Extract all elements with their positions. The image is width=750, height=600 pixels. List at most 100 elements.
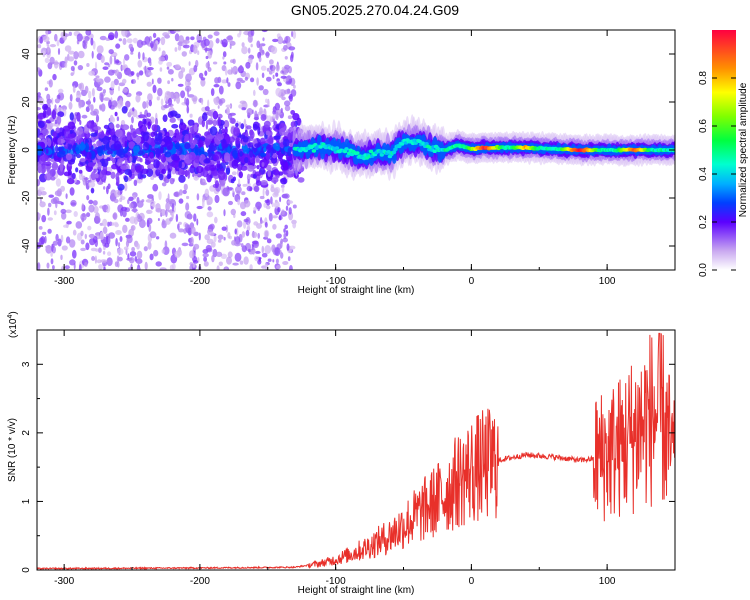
spectrogram-band-blob [238, 171, 243, 179]
spectrogram-band-blob [101, 169, 107, 175]
spectrogram-noise-blob [269, 65, 273, 69]
spectrogram-noise-blob [70, 199, 77, 207]
spectrogram-noise-blob [145, 199, 152, 203]
spectrogram-noise-blob [38, 213, 41, 218]
snr-y-axis: 0 1 2 3 [21, 361, 675, 573]
spectrogram-noise-blob [207, 34, 213, 39]
spectrogram-noise-blob [117, 85, 121, 92]
spectrogram-noise-blob [81, 203, 85, 211]
spectrogram-noise-blob [184, 223, 189, 229]
spectrogram-band-blob [267, 169, 272, 177]
spectrogram-noise-blob [276, 265, 281, 269]
spectrogram-noise-blob [164, 240, 168, 250]
spectrogram-band-blob [235, 122, 239, 128]
spectrogram-band-blob [231, 159, 239, 169]
spectrogram-noise-blob [178, 228, 185, 233]
spectrogram-noise-blob [281, 209, 285, 216]
spectrogram-band-blob [98, 131, 105, 139]
spectrogram-noise-blob [150, 176, 155, 181]
spectrogram-noise-blob [272, 110, 277, 115]
spectrogram-noise-blob [220, 253, 227, 259]
spectrogram-noise-blob [204, 234, 210, 241]
spectrogram-noise-blob [47, 44, 50, 53]
spectrogram-noise-blob [136, 200, 144, 208]
spectrogram-band-blob [221, 138, 227, 149]
spectrogram-noise-blob [63, 33, 69, 37]
spectrogram-noise-blob [38, 186, 45, 191]
spectrogram-noise-blob [207, 67, 212, 72]
spectrogram-noise-blob [65, 193, 68, 199]
spectrogram-noise-blob [231, 171, 237, 176]
spectrogram-noise-blob [264, 263, 269, 270]
spectrogram-noise-blob [293, 84, 296, 89]
spectrogram-band-blob [129, 156, 133, 162]
spectrogram-noise-blob [259, 107, 263, 115]
spectrogram-noise-blob [184, 97, 187, 105]
spectrogram-band-blob [139, 158, 143, 163]
spectrogram-noise-blob [69, 259, 76, 266]
spectrogram-band-blob [287, 170, 294, 174]
spectrogram-noise-blob [113, 198, 119, 204]
spectrogram-noise-blob [202, 253, 209, 258]
spectrogram-band-blob [179, 154, 186, 160]
spectrogram-band-blob [184, 133, 189, 142]
spectrogram-noise-blob [289, 265, 293, 270]
spectrogram-band-blob [42, 128, 49, 136]
spectrogram-noise-blob [253, 99, 258, 108]
spectrogram-band-blob [41, 164, 46, 174]
spectrogram-noise-blob [232, 65, 239, 75]
spectrogram-noise-blob [158, 47, 161, 52]
spectrogram-band-blob [126, 135, 131, 141]
spectrogram-band-blob [221, 128, 225, 134]
spectrogram-band-blob [84, 142, 89, 152]
spectrogram-band-blob [67, 142, 73, 150]
spectrogram-noise-blob [91, 50, 94, 59]
spectrogram-noise-blob [246, 108, 253, 116]
spectrogram-band-blob [218, 170, 226, 181]
spectrogram-noise-blob [193, 65, 198, 73]
spectrogram-band-blob [142, 118, 147, 125]
spectrogram-noise-blob [265, 98, 268, 104]
spectrogram-noise-blob [68, 50, 75, 55]
spectrogram-marks [37, 30, 675, 270]
spectrogram-noise-blob [85, 106, 90, 113]
spectrogram-band-blob [235, 137, 240, 145]
spectrogram-band-blob [215, 180, 219, 189]
spectrogram-noise-blob [264, 221, 268, 228]
spectrogram-band-blob [44, 173, 53, 181]
spectrogram-band-blob [147, 163, 156, 169]
spectrogram-noise-blob [272, 38, 279, 43]
spectrogram-noise-blob [102, 250, 106, 255]
snr-y-label: SNR (10 * v/v) [7, 418, 18, 482]
spectrogram-band-blob [246, 165, 255, 172]
spectrogram-noise-blob [49, 44, 57, 48]
spectrogram-noise-blob [214, 194, 220, 204]
spectrogram-band-blob [242, 136, 249, 143]
spectrogram-noise-blob [37, 262, 41, 270]
spectrogram-band-blob [101, 158, 109, 167]
spectrogram-noise-blob [196, 205, 203, 210]
spectrogram-noise-blob [84, 233, 88, 240]
spectrogram-noise-blob [61, 212, 67, 220]
spectrogram-band-blob [128, 196, 134, 202]
spectrogram-noise-blob [257, 205, 261, 212]
spectrogram-noise-blob [84, 262, 88, 267]
spectrogram-band-blob [75, 167, 79, 173]
spectrogram-noise-blob [174, 250, 181, 258]
spectrogram-noise-blob [277, 36, 284, 45]
spectrogram-noise-blob [146, 217, 153, 225]
spectrogram-noise-blob [273, 188, 279, 196]
spectrogram-band-blob [90, 171, 96, 181]
spectrogram-noise-blob [149, 253, 154, 261]
spectrogram-band-blob [233, 126, 240, 137]
spectrogram-noise-blob [217, 234, 224, 240]
spectrogram-noise-blob [190, 236, 194, 246]
spectrogram-noise-blob [115, 238, 118, 247]
spectrogram-band-blob [115, 129, 123, 138]
spectrogram-noise-blob [50, 258, 54, 265]
spectrogram-noise-blob [271, 46, 278, 54]
spectrogram-noise-blob [72, 229, 77, 236]
spectrogram-noise-blob [245, 229, 250, 237]
spectrogram-ridge-point [368, 149, 374, 154]
spectrogram-noise-blob [60, 254, 63, 260]
